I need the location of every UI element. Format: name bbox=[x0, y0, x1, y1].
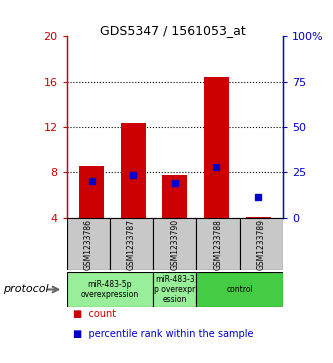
Text: protocol: protocol bbox=[3, 285, 49, 294]
Bar bbox=[67, 272, 153, 307]
Bar bbox=[204, 77, 229, 218]
Bar bbox=[153, 272, 196, 307]
Text: GSM1233790: GSM1233790 bbox=[170, 219, 179, 270]
Bar bbox=[67, 218, 110, 270]
Text: control: control bbox=[226, 285, 253, 294]
Bar bbox=[196, 218, 240, 270]
Text: ■  count: ■ count bbox=[73, 309, 117, 319]
Text: miR-483-3
p overexpr
ession: miR-483-3 p overexpr ession bbox=[154, 274, 195, 305]
Text: GSM1233787: GSM1233787 bbox=[127, 219, 136, 270]
Text: GDS5347 / 1561053_at: GDS5347 / 1561053_at bbox=[100, 24, 246, 37]
Text: ■  percentile rank within the sample: ■ percentile rank within the sample bbox=[73, 329, 254, 339]
Bar bbox=[79, 166, 104, 218]
Bar bbox=[153, 218, 196, 270]
Bar bbox=[162, 175, 187, 218]
Bar bbox=[245, 217, 270, 218]
Text: GSM1233789: GSM1233789 bbox=[257, 219, 266, 270]
Bar bbox=[121, 122, 146, 218]
Bar bbox=[240, 218, 283, 270]
Text: miR-483-5p
overexpression: miR-483-5p overexpression bbox=[81, 280, 139, 299]
Bar bbox=[110, 218, 153, 270]
Text: GSM1233786: GSM1233786 bbox=[84, 219, 93, 270]
Text: GSM1233788: GSM1233788 bbox=[213, 219, 223, 270]
Bar bbox=[196, 272, 283, 307]
